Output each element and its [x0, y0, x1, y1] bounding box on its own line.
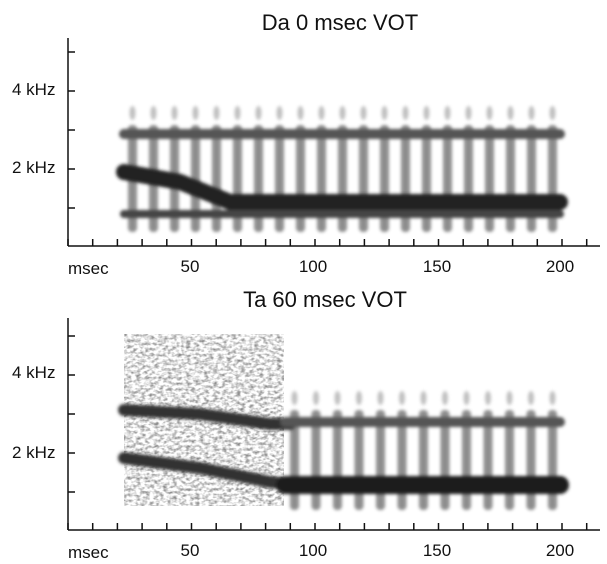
glottal-pulse-tip — [465, 106, 472, 120]
spectrogram-ta — [118, 334, 569, 510]
glottal-pulse-tip — [486, 106, 493, 120]
x-tick-label-150: 150 — [423, 541, 451, 560]
glottal-pulse-tip — [192, 106, 199, 120]
glottal-pulse-tip — [420, 391, 427, 405]
panel-title: Ta 60 msec VOT — [243, 287, 407, 312]
x-tick-label-200: 200 — [546, 541, 574, 560]
spectrogram-da — [116, 106, 568, 232]
glottal-pulse-tip — [463, 391, 470, 405]
y-tick-label-4khz: 4 kHz — [12, 80, 55, 99]
glottal-pulse-tip — [297, 106, 304, 120]
glottal-pulse-tip — [549, 391, 556, 405]
formant-aspirated-upper — [118, 404, 296, 430]
panel-ta: Ta 60 msec VOT 4 kHz 2 kHz msec 50 100 1… — [12, 287, 600, 562]
glottal-pulse — [191, 125, 200, 232]
glottal-pulse-tip — [402, 106, 409, 120]
glottal-pulse-tip — [485, 391, 491, 405]
glottal-pulse-tip — [291, 391, 298, 405]
glottal-pulse-tip — [213, 106, 220, 120]
x-tick-label-150: 150 — [423, 257, 451, 276]
glottal-pulse-tip — [171, 106, 178, 120]
x-tick-label-100: 100 — [299, 541, 327, 560]
glottal-pulse-tip — [528, 391, 534, 405]
glottal-pulse-tip — [276, 106, 283, 120]
x-tick-label-200: 200 — [546, 257, 574, 276]
glottal-pulse-tip — [507, 106, 514, 120]
glottal-pulse-tip — [506, 391, 513, 405]
glottal-pulse-tip — [313, 391, 319, 405]
glottal-pulse-tip — [528, 106, 535, 120]
glottal-pulse-tip — [377, 391, 384, 405]
glottal-pulse-tip — [334, 391, 341, 405]
glottal-pulse-tip — [549, 106, 556, 120]
x-unit-label: msec — [68, 543, 109, 562]
axes-ta — [67, 318, 600, 531]
glottal-pulse-tip — [339, 106, 346, 120]
glottal-pulse-tip — [360, 106, 367, 120]
glottal-pulse-tip — [423, 106, 430, 120]
glottal-pulse-tip — [442, 391, 448, 405]
x-tick-label-100: 100 — [299, 257, 327, 276]
glottal-pulse-tip — [356, 391, 362, 405]
glottal-pulse-tip — [255, 106, 262, 120]
y-tick-label-2khz: 2 kHz — [12, 443, 55, 462]
glottal-pulse-tip — [399, 391, 405, 405]
axes-da — [67, 38, 600, 247]
glottal-pulse-tip — [381, 106, 388, 120]
y-tick-label-2khz: 2 kHz — [12, 158, 55, 177]
x-tick-label-50: 50 — [181, 541, 200, 560]
x-unit-label: msec — [68, 259, 109, 278]
glottal-pulse-tip — [129, 106, 136, 120]
x-tick-label-50: 50 — [181, 257, 200, 276]
panel-title: Da 0 msec VOT — [262, 10, 418, 35]
panel-da: Da 0 msec VOT 4 kHz 2 kHz msec 50 100 15… — [12, 10, 600, 278]
glottal-pulse-tip — [444, 106, 451, 120]
glottal-pulse-tip — [234, 106, 241, 120]
y-tick-label-4khz: 4 kHz — [12, 363, 55, 382]
glottal-pulse-tip — [318, 106, 325, 120]
glottal-pulse-tip — [150, 106, 157, 120]
formant-f1-transition — [116, 164, 568, 210]
